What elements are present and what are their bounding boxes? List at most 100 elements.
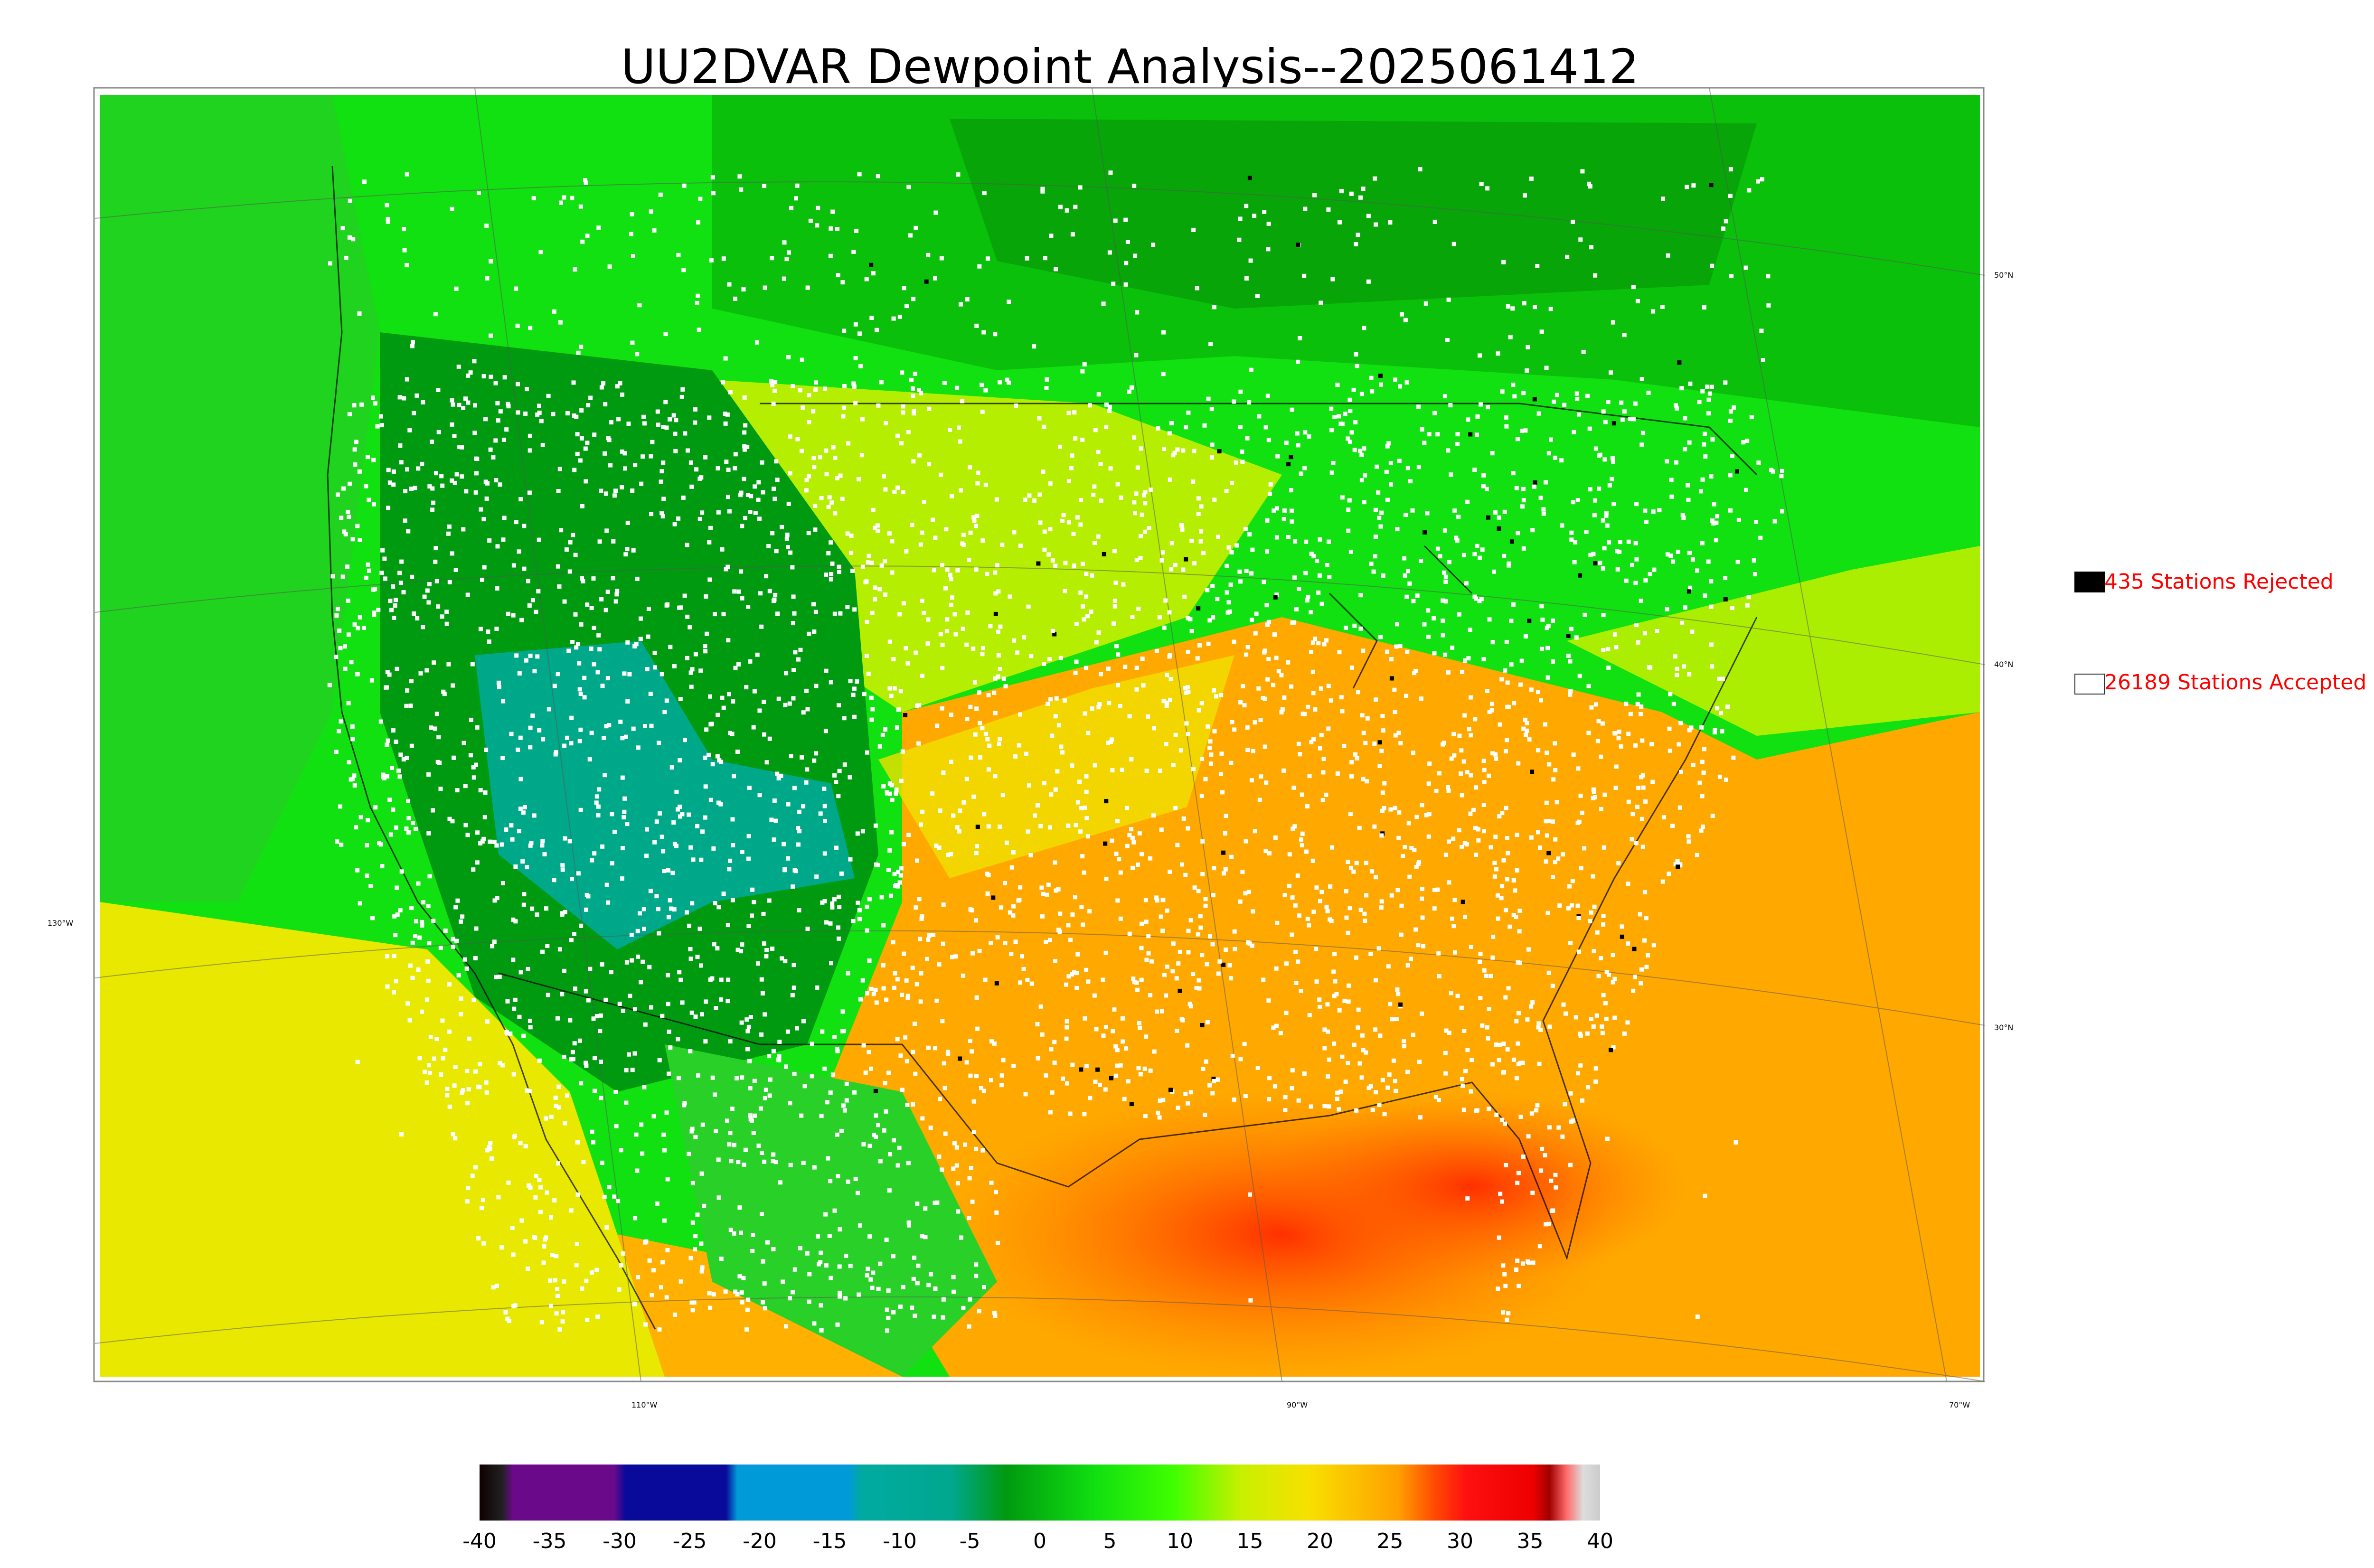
accepted-station-marker (1459, 771, 1463, 776)
accepted-station-marker (1149, 959, 1154, 964)
accepted-station-marker (1083, 805, 1087, 810)
accepted-station-marker (829, 680, 833, 685)
accepted-station-marker (1115, 1063, 1120, 1068)
accepted-station-marker (979, 1086, 983, 1090)
accepted-station-marker (913, 1071, 918, 1076)
accepted-station-marker (742, 477, 746, 481)
accepted-station-marker (685, 656, 689, 660)
accepted-station-marker (420, 461, 424, 466)
accepted-station-marker (471, 998, 476, 1003)
accepted-station-marker (1551, 1208, 1555, 1213)
rejected-station-marker (1578, 573, 1583, 578)
accepted-station-marker (767, 736, 772, 741)
accepted-station-marker (707, 415, 712, 420)
accepted-station-marker (974, 1262, 979, 1267)
accepted-station-marker (1354, 352, 1358, 357)
accepted-station-marker (518, 497, 523, 502)
accepted-station-marker (1097, 702, 1102, 706)
accepted-station-marker (1399, 932, 1404, 937)
accepted-station-marker (1290, 895, 1295, 900)
accepted-station-marker (1226, 600, 1231, 605)
accepted-station-marker (1331, 969, 1336, 974)
accepted-station-marker (447, 1104, 452, 1109)
accepted-station-marker (537, 1058, 542, 1063)
accepted-station-marker (436, 388, 441, 392)
accepted-station-marker (1008, 594, 1012, 599)
accepted-station-marker (1582, 846, 1587, 851)
accepted-station-marker (822, 787, 827, 791)
accepted-station-marker (445, 1087, 450, 1091)
accepted-station-marker (659, 672, 664, 676)
accepted-station-marker (1700, 541, 1705, 545)
accepted-station-marker (938, 1097, 942, 1101)
accepted-station-marker (1042, 424, 1046, 429)
accepted-station-marker (816, 1234, 820, 1239)
accepted-station-marker (580, 504, 584, 508)
accepted-station-marker (576, 871, 581, 876)
accepted-station-marker (1053, 714, 1058, 719)
accepted-station-marker (1407, 581, 1412, 586)
accepted-station-marker (1012, 530, 1017, 535)
accepted-station-marker (999, 905, 1004, 910)
accepted-station-marker (589, 1270, 594, 1275)
accepted-station-marker (835, 1047, 839, 1052)
accepted-station-marker (595, 1314, 600, 1319)
accepted-station-marker (908, 233, 913, 238)
accepted-station-marker (433, 726, 437, 731)
accepted-station-marker (1403, 845, 1407, 850)
accepted-station-marker (1512, 394, 1517, 399)
accepted-station-marker (525, 1088, 529, 1093)
accepted-station-marker (789, 754, 793, 759)
accepted-station-marker (1296, 742, 1301, 746)
accepted-station-marker (1405, 963, 1410, 968)
accepted-station-marker (1361, 187, 1366, 191)
accepted-station-marker (662, 710, 667, 714)
accepted-station-marker (1724, 777, 1728, 782)
accepted-station-marker (1744, 488, 1748, 492)
accepted-station-marker (1501, 1070, 1506, 1075)
lat-label-50n: 50°N (1994, 271, 2013, 280)
accepted-station-marker (677, 605, 681, 610)
accepted-station-marker (510, 837, 515, 842)
accepted-station-marker (977, 1309, 981, 1314)
accepted-station-marker (811, 602, 816, 607)
accepted-station-marker (1024, 751, 1028, 756)
accepted-station-marker (1398, 644, 1403, 648)
accepted-station-marker (1474, 785, 1479, 790)
accepted-station-marker (1248, 258, 1253, 263)
accepted-station-marker (689, 1010, 694, 1015)
accepted-station-marker (562, 743, 567, 748)
accepted-station-marker (459, 1012, 463, 1017)
accepted-station-marker (1033, 813, 1037, 818)
accepted-station-marker (1398, 384, 1403, 389)
accepted-station-marker (579, 923, 584, 928)
accepted-station-marker (643, 1022, 648, 1027)
accepted-station-marker (756, 1143, 761, 1148)
accepted-station-marker (1042, 529, 1047, 534)
accepted-station-marker (1188, 1090, 1193, 1095)
accepted-station-marker (861, 1043, 866, 1048)
accepted-station-marker (968, 1073, 973, 1078)
accepted-station-marker (681, 495, 686, 500)
accepted-station-marker (1256, 686, 1261, 691)
accepted-station-marker (989, 1078, 993, 1082)
accepted-station-marker (530, 714, 535, 718)
accepted-station-marker (1536, 830, 1540, 835)
accepted-station-marker (850, 568, 855, 573)
accepted-station-marker (813, 610, 818, 614)
accepted-station-marker (528, 653, 533, 658)
accepted-station-marker (835, 476, 839, 480)
accepted-station-marker (623, 734, 628, 739)
accepted-station-marker (1229, 550, 1234, 554)
accepted-station-marker (1205, 1020, 1210, 1024)
accepted-station-marker (610, 812, 614, 817)
accepted-station-marker (596, 813, 601, 817)
accepted-station-marker (1219, 751, 1224, 756)
accepted-station-marker (502, 516, 507, 520)
accepted-station-marker (1029, 654, 1034, 658)
accepted-station-marker (745, 444, 750, 449)
accepted-station-marker (1597, 453, 1601, 458)
accepted-station-marker (560, 863, 565, 868)
accepted-station-marker (1361, 648, 1366, 653)
accepted-station-marker (507, 1319, 512, 1324)
